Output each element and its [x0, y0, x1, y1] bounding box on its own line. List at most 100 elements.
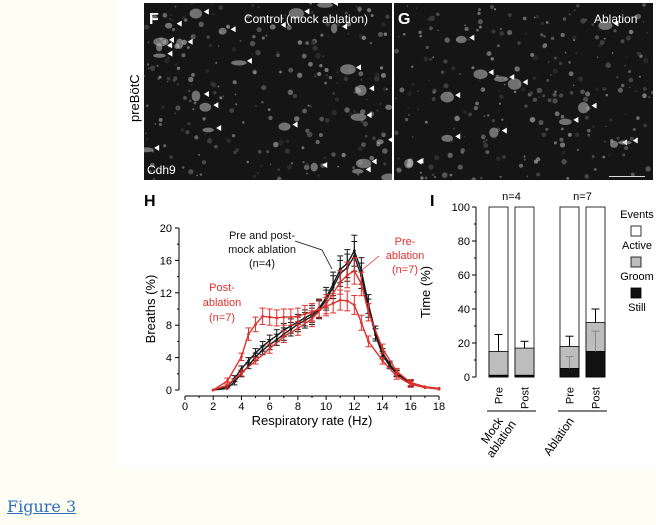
arrowhead-marker: [167, 50, 173, 57]
cell-body: [355, 84, 367, 96]
data-point: [381, 353, 384, 357]
speckle-dot: [286, 164, 293, 170]
speckle-dot: [496, 156, 501, 161]
speckle-dot: [532, 76, 537, 81]
speckle-dot: [489, 4, 495, 10]
speckle-dot: [336, 81, 339, 84]
side-label-prebotc: preBötC: [127, 74, 142, 122]
speckle-dot: [249, 40, 256, 47]
speckle-dot: [478, 8, 481, 11]
legend-swatch: [630, 256, 642, 268]
speckle-dot: [476, 28, 479, 32]
speckle-dot: [428, 79, 430, 81]
speckle-dot: [252, 174, 257, 179]
data-point: [225, 379, 229, 383]
data-point: [331, 285, 335, 289]
speckle-dot: [424, 120, 428, 124]
speckle-dot: [231, 133, 236, 138]
speckle-dot: [499, 175, 502, 179]
speckle-dot: [258, 16, 261, 19]
arrowhead-marker: [246, 57, 252, 64]
speckle-dot: [599, 40, 605, 45]
speckle-dot: [638, 75, 641, 78]
speckle-dot: [307, 104, 310, 107]
speckle-dot: [314, 75, 317, 78]
speckle-dot: [602, 87, 607, 91]
speckle-dot: [361, 35, 367, 41]
speckle-dot: [192, 108, 195, 111]
speckle-dot: [646, 32, 648, 34]
speckle-dot: [486, 51, 492, 57]
speckle-dot: [310, 10, 314, 14]
speckle-dot: [404, 117, 409, 122]
speckle-dot: [642, 93, 647, 99]
speckle-dot: [480, 87, 486, 92]
speckle-dot: [594, 35, 599, 40]
speckle-dot: [560, 114, 565, 119]
cell-body: [385, 104, 392, 110]
speckle-dot: [592, 125, 595, 129]
speckle-dot: [206, 35, 210, 39]
speckle-dot: [485, 139, 488, 141]
speckle-dot: [419, 34, 422, 38]
speckle-dot: [374, 76, 380, 82]
speckle-dot: [583, 96, 589, 103]
speckle-dot: [277, 168, 281, 172]
speckle-dot: [315, 139, 320, 145]
speckle-dot: [427, 17, 432, 21]
arrowhead-marker: [469, 34, 475, 41]
speckle-dot: [256, 171, 260, 175]
speckle-dot: [434, 155, 440, 161]
speckle-dot: [269, 163, 272, 166]
speckle-dot: [286, 24, 292, 31]
speckle-dot: [434, 175, 437, 178]
speckle-dot: [643, 123, 647, 128]
speckle-dot: [642, 87, 647, 91]
cell-body: [156, 43, 163, 52]
annotation-pre-line2: ablation: [386, 250, 425, 262]
speckle-dot: [292, 93, 297, 99]
speckle-dot: [376, 109, 379, 112]
arrowhead-marker: [154, 144, 160, 151]
cell-body: [269, 24, 276, 30]
data-point: [317, 307, 321, 311]
speckle-dot: [369, 155, 375, 161]
figure-3-link[interactable]: Figure 3: [7, 497, 77, 516]
arrowhead-marker: [455, 92, 461, 99]
cell-body: [441, 134, 454, 142]
speckle-dot: [553, 56, 557, 60]
speckle-dot: [398, 35, 400, 38]
speckle-dot: [547, 61, 550, 64]
speckle-dot: [473, 105, 478, 111]
speckle-dot: [301, 53, 307, 59]
speckle-dot: [229, 108, 235, 113]
speckle-dot: [383, 32, 388, 37]
speckle-dot: [569, 91, 574, 95]
speckle-dot: [297, 72, 303, 78]
speckle-dot: [526, 175, 529, 177]
speckle-dot: [217, 85, 220, 88]
speckle-dot: [554, 90, 557, 93]
speckle-dot: [567, 132, 572, 137]
speckle-dot: [408, 114, 410, 116]
speckle-dot: [629, 87, 631, 89]
speckle-dot: [307, 131, 313, 138]
speckle-dot: [575, 52, 577, 54]
speckle-dot: [532, 55, 539, 61]
annotation-post-line3: (n=7): [209, 312, 235, 324]
speckle-dot: [144, 132, 148, 135]
speckle-dot: [380, 72, 387, 79]
speckle-dot: [201, 160, 207, 165]
speckle-dot: [458, 73, 462, 76]
speckle-dot: [191, 72, 195, 77]
arrowhead-marker: [176, 20, 182, 27]
speckle-dot: [163, 144, 167, 148]
speckle-dot: [273, 141, 279, 148]
speckle-dot: [568, 71, 574, 77]
data-point: [345, 299, 349, 303]
y-tick-label: 0: [464, 372, 470, 384]
arrowhead-marker: [187, 38, 193, 45]
speckle-dot: [432, 90, 436, 94]
speckle-dot: [480, 177, 483, 180]
speckle-dot: [542, 44, 547, 49]
